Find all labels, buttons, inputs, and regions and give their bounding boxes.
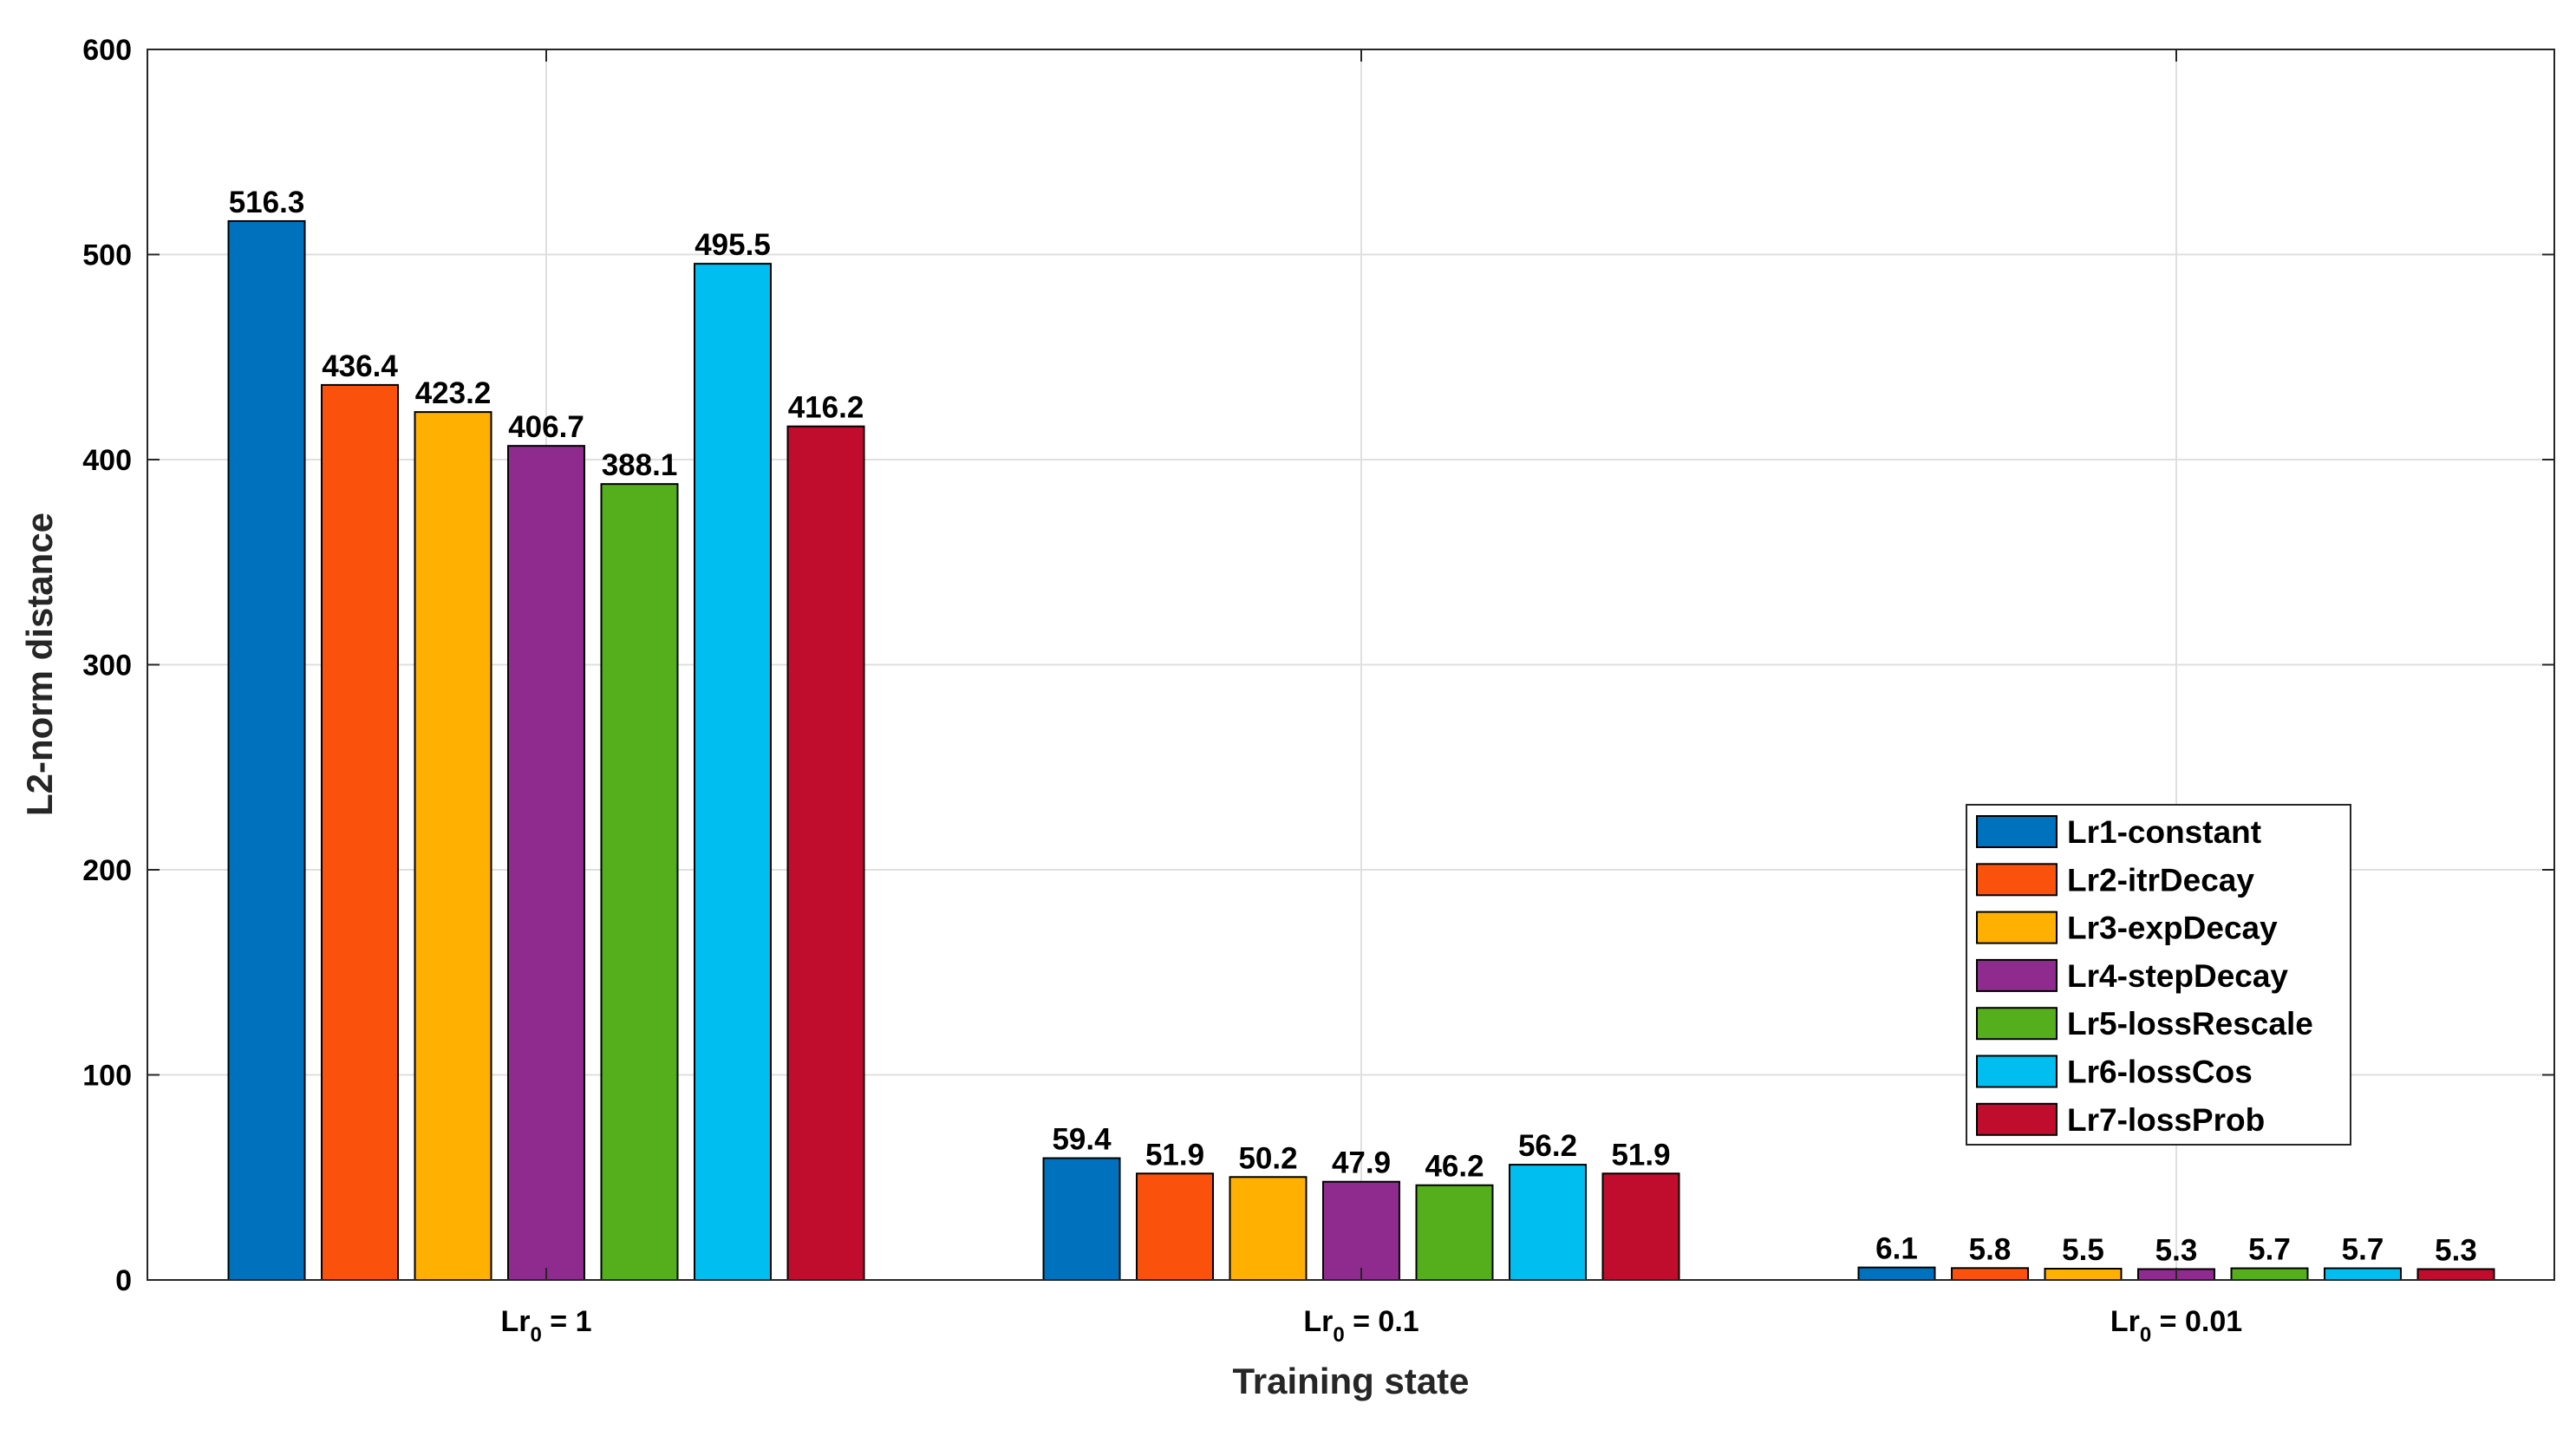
- legend-swatch: [1976, 863, 2058, 897]
- bar: [2044, 1267, 2123, 1282]
- data-label: 436.4: [322, 349, 398, 383]
- x-tick-rest: = 0.1: [1345, 1305, 1419, 1338]
- x-tick-label: Lr0 = 0.01: [2110, 1305, 2242, 1347]
- data-label: 50.2: [1238, 1141, 1297, 1175]
- data-label: 46.2: [1425, 1150, 1484, 1184]
- legend-label: Lr2-itrDecay: [2067, 862, 2254, 898]
- data-label: 5.5: [2062, 1233, 2104, 1267]
- data-label: 5.3: [2155, 1233, 2198, 1267]
- data-label: 416.2: [788, 391, 864, 425]
- x-axis-ticks: Lr0 = 1 Lr0 = 0.1 Lr0 = 0.01: [500, 49, 2242, 1347]
- y-axis-title: L2-norm distance: [19, 513, 60, 816]
- bar: [414, 411, 492, 1281]
- y-tick-label: 400: [82, 444, 132, 477]
- legend-swatch: [1976, 911, 2058, 944]
- bar: [1229, 1176, 1308, 1281]
- x-tick-label: Lr0 = 0.1: [1303, 1305, 1418, 1347]
- y-tick-label: 300: [82, 650, 132, 682]
- x-tick-subscript: 0: [1333, 1323, 1344, 1347]
- data-label: 5.7: [2248, 1233, 2291, 1267]
- x-tick-base: Lr: [2110, 1305, 2140, 1338]
- data-label: 5.8: [1969, 1232, 2012, 1266]
- bar: [1415, 1184, 1494, 1282]
- bar: [1136, 1172, 1214, 1281]
- legend-label: Lr7-lossProb: [2067, 1102, 2265, 1138]
- bar: [2324, 1267, 2402, 1282]
- x-tick-subscript: 0: [530, 1323, 541, 1347]
- data-label: 56.2: [1518, 1129, 1577, 1163]
- data-label: 51.9: [1611, 1138, 1670, 1172]
- bar: [1042, 1157, 1121, 1282]
- x-tick-rest: = 1: [542, 1305, 592, 1338]
- legend-swatch: [1976, 815, 2058, 848]
- bars: [227, 219, 2495, 1282]
- bar: [227, 219, 306, 1282]
- legend-swatch: [1976, 1102, 2058, 1136]
- x-tick-base: Lr: [1303, 1305, 1333, 1338]
- data-label: 388.1: [602, 448, 678, 482]
- legend-swatch: [1976, 958, 2058, 992]
- data-label: 495.5: [695, 228, 771, 262]
- bar: [1857, 1266, 1936, 1281]
- data-label: 47.9: [1332, 1146, 1391, 1180]
- legend-label: Lr4-stepDecay: [2067, 958, 2288, 994]
- x-tick-label: Lr0 = 1: [500, 1305, 591, 1347]
- x-tick-rest: = 0.01: [2151, 1305, 2242, 1338]
- data-label: 59.4: [1052, 1123, 1112, 1157]
- bar: [1601, 1172, 1680, 1281]
- y-axis-ticks: 0 100 200 300 400 500 600: [82, 34, 2554, 1297]
- y-tick-label: 200: [82, 854, 132, 887]
- legend-swatch: [1976, 1007, 2058, 1041]
- bar: [694, 263, 772, 1282]
- data-label: 6.1: [1875, 1232, 1918, 1266]
- bar: [600, 483, 679, 1281]
- y-tick-label: 0: [115, 1264, 132, 1297]
- bar: [1322, 1180, 1400, 1282]
- legend-label: Lr3-expDecay: [2067, 911, 2278, 946]
- bar: [786, 425, 865, 1281]
- x-tick-subscript: 0: [2140, 1323, 2151, 1347]
- bar: [321, 383, 399, 1282]
- legend: Lr1-constant Lr2-itrDecay Lr3-expDecay Lr4-…: [1966, 804, 2351, 1146]
- bar: [1509, 1164, 1587, 1282]
- legend-label: Lr6-lossCos: [2067, 1054, 2253, 1090]
- legend-label: Lr1-constant: [2067, 814, 2261, 850]
- data-label: 423.2: [415, 376, 492, 410]
- y-tick-label: 500: [82, 239, 132, 272]
- data-labels: 516.3 59.4 6.1 436.4 51.9 5.8 423.2 50.2 5.5 406.…: [229, 186, 2477, 1268]
- y-tick-label: 600: [82, 34, 132, 67]
- data-label: 51.9: [1145, 1138, 1204, 1172]
- y-tick-label: 100: [82, 1060, 132, 1093]
- legend-swatch: [1976, 1054, 2058, 1088]
- bar: [1951, 1267, 2029, 1281]
- bar: [2230, 1267, 2309, 1282]
- data-label: 5.3: [2435, 1233, 2477, 1267]
- x-axis-title: Training state: [1232, 1361, 1469, 1401]
- x-tick-base: Lr: [500, 1305, 530, 1338]
- data-label: 406.7: [508, 410, 584, 444]
- data-label: 516.3: [229, 186, 305, 219]
- data-label: 5.7: [2342, 1233, 2384, 1267]
- bar: [2416, 1268, 2495, 1281]
- legend-label: Lr5-lossRescale: [2067, 1006, 2313, 1041]
- bar: [507, 445, 585, 1281]
